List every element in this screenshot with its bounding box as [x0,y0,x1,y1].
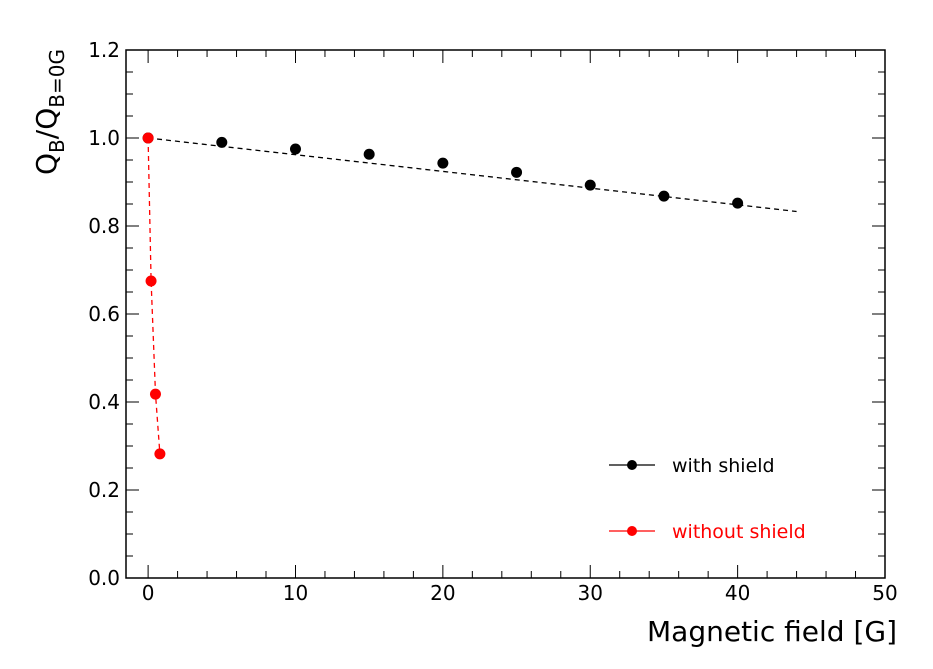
y-tick-label: 0.4 [88,390,120,414]
legend-marker-without-shield [627,526,637,536]
data-point-series-0 [289,143,301,155]
y-tick-labels: 0.0 0.2 0.4 0.6 0.8 1.0 1.2 [88,38,120,590]
y-tick-label: 0.8 [88,214,120,238]
y-tick-label: 1.2 [88,38,120,62]
data-point-series-0 [216,136,228,148]
legend: with shield without shield [609,455,806,543]
y-tick-label: 1.0 [88,126,120,150]
x-tick-label: 20 [430,581,455,605]
y-axis-title-sub2: B=0G [45,49,69,108]
data-point-series-0 [363,148,375,160]
data-points [142,132,744,460]
data-point-series-0 [584,179,596,191]
fit-line-series-1 [147,137,161,454]
data-point-series-0 [732,197,744,209]
legend-label-without-shield: without shield [672,521,806,543]
fit-lines [147,137,797,454]
data-point-series-1 [149,388,161,400]
data-point-series-1 [145,275,157,287]
x-tick-label: 40 [725,581,750,605]
y-tick-label: 0.0 [88,566,120,590]
y-axis-title: QB/QB=0G [30,49,69,175]
legend-label-with-shield: with shield [672,455,775,477]
x-tick-label: 0 [142,581,155,605]
legend-marker-with-shield [627,460,637,470]
data-point-series-0 [511,166,523,178]
x-tick-labels: 0 10 20 30 40 50 [142,581,898,605]
y-axis-title-sub1: B [45,139,69,153]
fit-line-series-0 [148,137,797,213]
data-point-series-1 [154,448,166,460]
data-point-series-0 [437,157,449,169]
x-tick-label: 30 [578,581,603,605]
x-tick-label: 10 [283,581,308,605]
data-point-series-0 [658,190,670,202]
x-tick-label: 50 [872,581,897,605]
data-point-series-1 [142,132,154,144]
y-tick-label: 0.6 [88,302,120,326]
y-tick-label: 0.2 [88,478,120,502]
y-axis-title-sep: /Q [30,108,63,139]
axis-ticks [126,49,886,579]
plot-frame [125,49,886,579]
y-axis-title-q: Q [30,153,63,175]
x-axis-title: Magnetic field [G] [647,615,897,648]
